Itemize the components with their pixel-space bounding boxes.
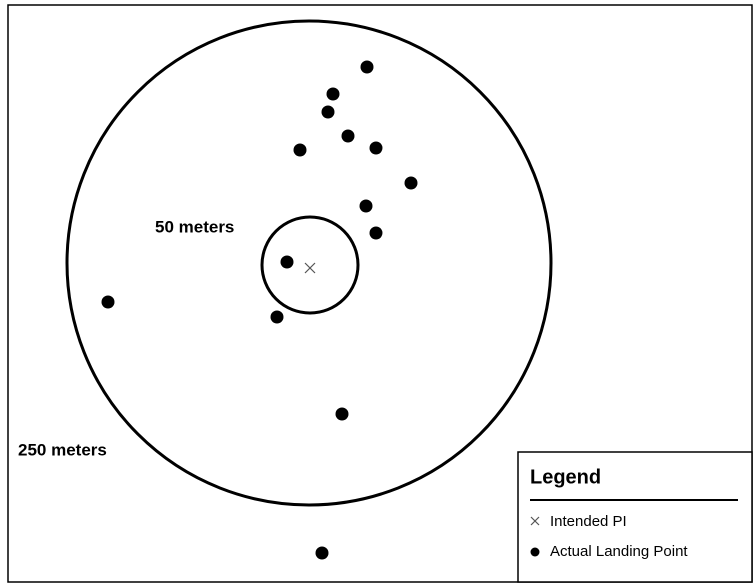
- landing-points: [101, 60, 418, 560]
- outer-ring: [65, 19, 553, 507]
- legend-box: [517, 451, 753, 583]
- legend-item: Actual Landing Point: [550, 543, 688, 560]
- inner-ring: [260, 215, 360, 315]
- legend-x-icon: [530, 516, 540, 526]
- outer-ring-label: 250 meters: [18, 440, 107, 459]
- inner-ring-label: 50 meters: [155, 217, 234, 236]
- legend-title: Legend: [530, 466, 601, 488]
- intended-pi: [304, 262, 316, 274]
- legend-item: Intended PI: [550, 513, 627, 530]
- legend-dot-icon: [530, 547, 540, 557]
